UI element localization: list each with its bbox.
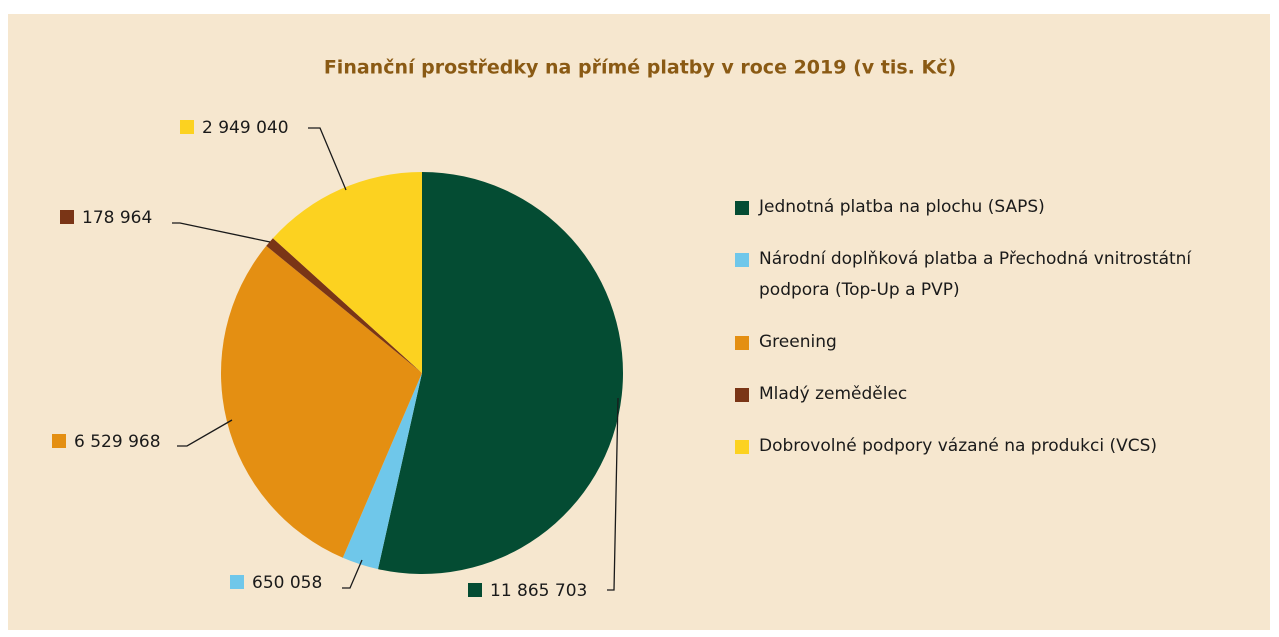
legend-label: Národní doplňková platba a Přechodná vni… [759, 249, 1192, 300]
legend-item: Mladý zemědělec [735, 379, 1259, 410]
pie-slice [266, 238, 422, 373]
leader-line [172, 222, 271, 243]
legend-swatch [735, 253, 749, 267]
leader-line [342, 559, 363, 589]
legend-item: Národní doplňková platba a Přechodná vni… [735, 244, 1259, 306]
legend-swatch [735, 336, 749, 350]
pie-slice [378, 172, 624, 574]
label-swatch [60, 210, 74, 224]
data-label: 6 529 968 [74, 432, 161, 452]
chart-title: Finanční prostředky na přímé platby v ro… [324, 57, 956, 79]
legend-item: Dobrovolné podpory vázané na produkci (V… [735, 431, 1259, 462]
label-swatch [230, 575, 244, 589]
legend-item: Greening [735, 327, 1259, 358]
legend-item: Jednotná platba na plochu (SAPS) [735, 192, 1259, 223]
legend-label: Greening [759, 332, 837, 352]
panel [8, 14, 1270, 630]
legend-label: Jednotná platba na plochu (SAPS) [759, 197, 1045, 217]
data-label: 650 058 [252, 573, 322, 593]
pie-slice [272, 172, 422, 373]
leader-line [607, 397, 619, 591]
legend-swatch [735, 388, 749, 402]
legend: Jednotná platba na plochu (SAPS) Národní … [735, 192, 1275, 483]
legend-swatch [735, 201, 749, 215]
data-label: 2 949 040 [202, 118, 289, 138]
label-swatch [52, 434, 66, 448]
legend-swatch [735, 440, 749, 454]
label-swatch [180, 120, 194, 134]
label-swatch [468, 583, 482, 597]
legend-label: Dobrovolné podpory vázané na produkci (V… [759, 436, 1158, 456]
legend-label: Mladý zemědělec [759, 384, 908, 404]
data-label: 178 964 [82, 208, 152, 228]
data-label: 11 865 703 [490, 581, 587, 601]
leader-line [308, 127, 347, 191]
pie-slice [342, 373, 422, 570]
pie-slice [221, 245, 422, 558]
leader-line [177, 419, 233, 447]
